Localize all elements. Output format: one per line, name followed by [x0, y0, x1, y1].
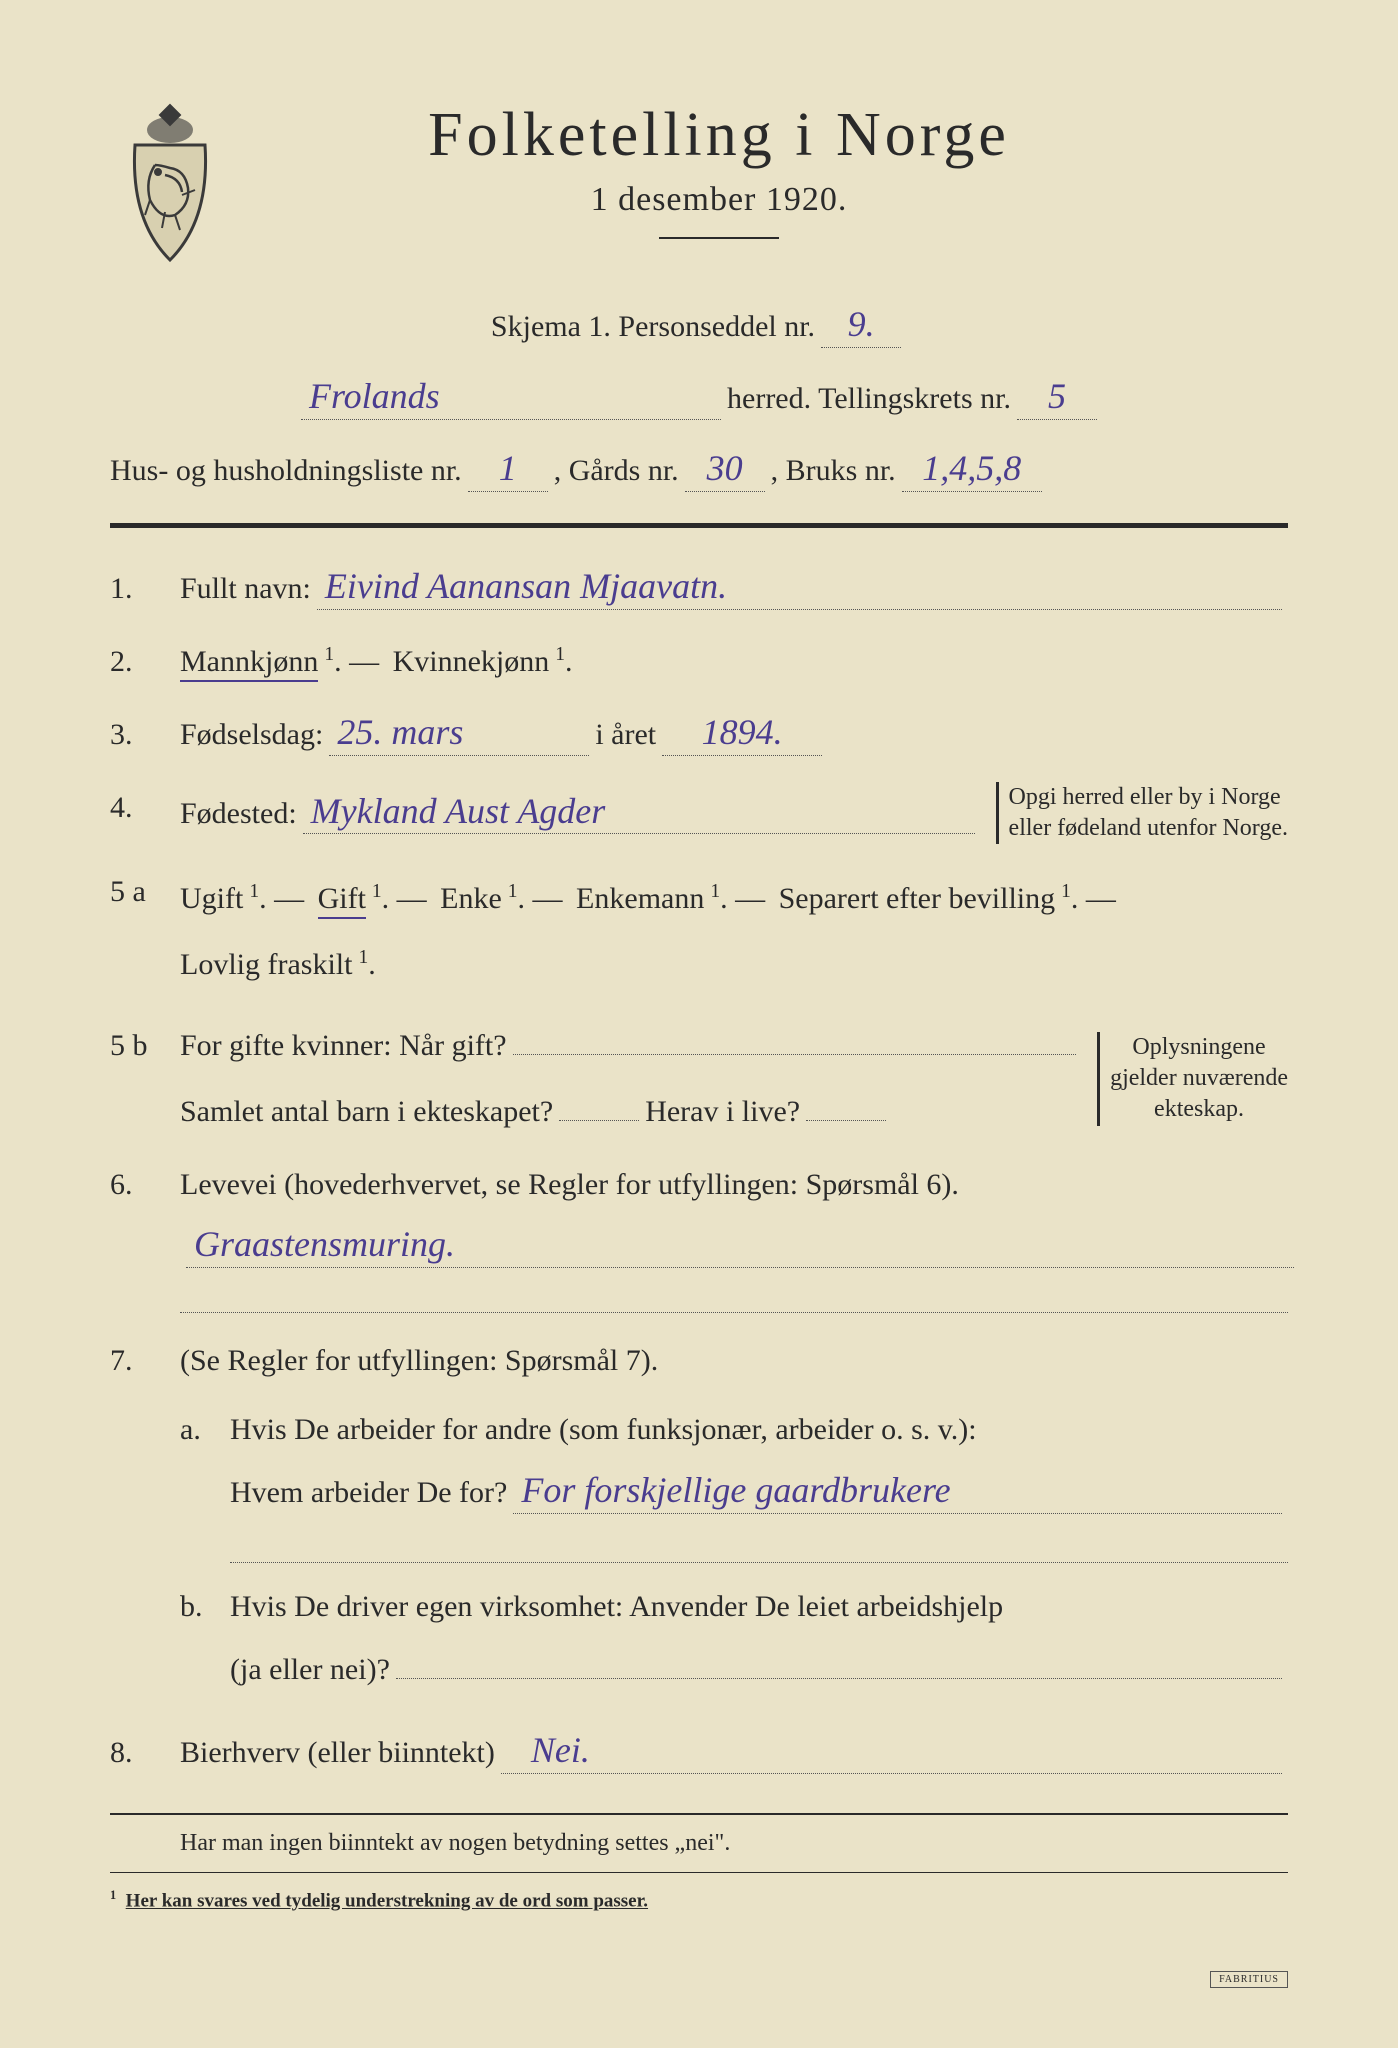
q3-day: 25. mars: [329, 713, 589, 756]
q5b-note: Oplysningene gjelder nuværende ekteskap.: [1097, 1032, 1288, 1126]
census-form-page: Folketelling i Norge 1 desember 1920. Sk…: [0, 0, 1398, 2048]
q5a-enkemann: Enkemann: [576, 882, 704, 915]
question-3: 3. Fødselsdag: 25. mars i året 1894.: [110, 709, 1288, 760]
q8-label: Bierhverv (eller biinntekt): [180, 1727, 495, 1778]
q5b-live: [806, 1118, 886, 1121]
hus-nr: 1: [468, 449, 548, 492]
q5b-barn: [559, 1118, 639, 1121]
q1-label: Fullt navn:: [180, 563, 311, 614]
coat-of-arms-icon: [110, 100, 230, 270]
q8-value: Nei.: [501, 1731, 1282, 1774]
q4-value: Mykland Aust Agder: [303, 792, 975, 835]
footer-note: Har man ingen biinntekt av nogen betydni…: [180, 1830, 1288, 1857]
question-2: 2. Mannkjønn1. — Kvinnekjønn1.: [110, 636, 1288, 687]
q7-num: 7.: [110, 1335, 180, 1705]
schema-line: Skjema 1. Personseddel nr. 9.: [110, 300, 1288, 354]
question-5b: 5 b For gifte kvinner: Når gift? Samlet …: [110, 1020, 1288, 1137]
herred-label: herred. Tellingskrets nr.: [727, 372, 1011, 426]
q5a-separert: Separert efter bevilling: [779, 882, 1056, 915]
question-8: 8. Bierhverv (eller biinntekt) Nei.: [110, 1727, 1288, 1778]
q3-num: 3.: [110, 709, 180, 760]
gards-nr: 30: [685, 449, 765, 492]
header: Folketelling i Norge 1 desember 1920.: [110, 100, 1288, 270]
q1-value: Eivind Aanansan Mjaavatn.: [317, 567, 1282, 610]
q5b-gift-year: [513, 1052, 1076, 1055]
q1-num: 1.: [110, 563, 180, 614]
divider-top: [110, 523, 1288, 528]
title-rule: [659, 237, 779, 239]
q4-note: Opgi herred eller by i Norge eller fødel…: [996, 782, 1288, 844]
hus-line: Hus- og husholdningsliste nr. 1 , Gårds …: [110, 444, 1288, 498]
question-5a: 5 a Ugift1. — Gift1. — Enke1. — Enkemann…: [110, 866, 1288, 998]
title-block: Folketelling i Norge 1 desember 1920.: [270, 100, 1288, 239]
q2-num: 2.: [110, 636, 180, 687]
gards-label: , Gårds nr.: [554, 444, 679, 498]
printer-mark: FABRITIUS: [1210, 1971, 1288, 1988]
personseddel-nr: 9.: [821, 305, 901, 348]
herred-value: Frolands: [301, 377, 721, 420]
q5b-num: 5 b: [110, 1020, 180, 1137]
main-title: Folketelling i Norge: [270, 100, 1168, 171]
subtitle: 1 desember 1920.: [270, 181, 1168, 219]
q5b-l1: For gifte kvinner: Når gift?: [180, 1020, 507, 1071]
q2-kvinne: Kvinnekjønn: [393, 645, 550, 678]
q5a-enke: Enke: [440, 882, 502, 915]
q7b-l1: Hvis De driver egen virksomhet: Anvender…: [230, 1581, 1288, 1632]
q7-label: (Se Regler for utfyllingen: Spørsmål 7).: [180, 1335, 1288, 1386]
q6-value: Graastensmuring.: [186, 1225, 1294, 1268]
q6-blank-line: [180, 1283, 1288, 1313]
hus-prefix: Hus- og husholdningsliste nr.: [110, 444, 462, 498]
question-1: 1. Fullt navn: Eivind Aanansan Mjaavatn.: [110, 563, 1288, 614]
q2-mann: Mannkjønn: [180, 645, 318, 682]
q3-year: 1894.: [662, 713, 822, 756]
q7a-l1: Hvis De arbeider for andre (som funksjon…: [230, 1404, 1288, 1455]
q7a-l2: Hvem arbeider De for?: [230, 1467, 507, 1518]
divider-footnote: [110, 1872, 1288, 1874]
q5a-fraskilt: Lovlig fraskilt: [180, 948, 352, 981]
footnote-1: 1 Her kan svares ved tydelig understrekn…: [110, 1888, 1288, 1912]
question-6: 6. Levevei (hovederhvervet, se Regler fo…: [110, 1159, 1288, 1313]
q5b-l2b: Herav i live?: [645, 1086, 800, 1137]
q3-year-label: i året: [595, 709, 656, 760]
q5a-num: 5 a: [110, 866, 180, 998]
q7b-value: [396, 1676, 1282, 1679]
divider-bottom: [110, 1813, 1288, 1815]
q3-label: Fødselsdag:: [180, 709, 323, 760]
q7a-letter: a.: [180, 1404, 230, 1563]
q7b-letter: b.: [180, 1581, 230, 1695]
question-4: 4. Fødested: Mykland Aust Agder Opgi her…: [110, 782, 1288, 844]
schema-label: Skjema 1. Personseddel nr.: [491, 300, 815, 354]
tellingskrets-nr: 5: [1017, 377, 1097, 420]
q6-num: 6.: [110, 1159, 180, 1313]
q5a-gift: Gift: [318, 882, 366, 919]
q4-label: Fødested:: [180, 788, 297, 839]
q7a-value: For forskjellige gaardbrukere: [513, 1471, 1282, 1514]
q6-label: Levevei (hovederhvervet, se Regler for u…: [180, 1159, 1288, 1210]
q7b-l2: (ja eller nei)?: [230, 1644, 390, 1695]
q5a-ugift: Ugift: [180, 882, 243, 915]
q5b-l2a: Samlet antal barn i ekteskapet?: [180, 1086, 553, 1137]
q8-num: 8.: [110, 1727, 180, 1778]
bruks-label: , Bruks nr.: [771, 444, 896, 498]
question-7: 7. (Se Regler for utfyllingen: Spørsmål …: [110, 1335, 1288, 1705]
q7a-blank-line: [230, 1533, 1288, 1563]
herred-line: Frolands herred. Tellingskrets nr. 5: [110, 372, 1288, 426]
bruks-nr: 1,4,5,8: [902, 449, 1042, 492]
q4-num: 4.: [110, 782, 180, 844]
